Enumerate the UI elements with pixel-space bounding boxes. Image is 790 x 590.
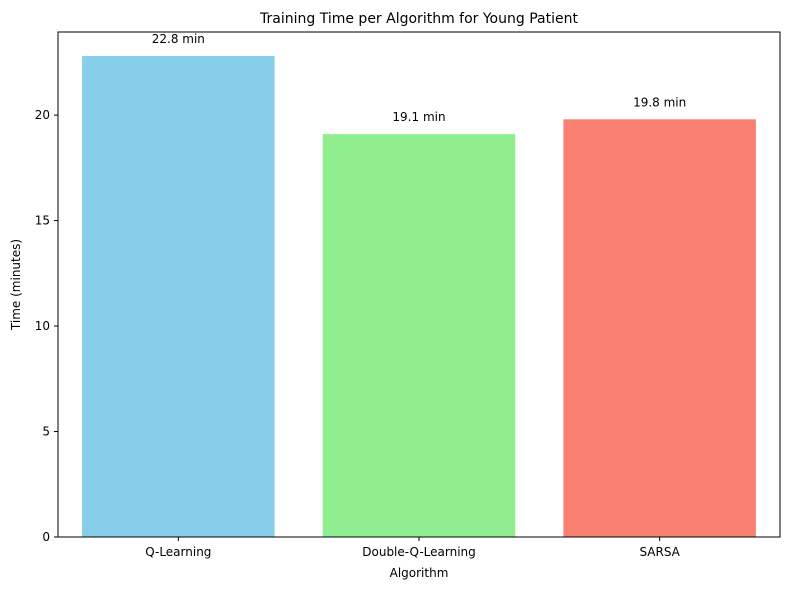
y-tick-label: 15 xyxy=(35,214,50,228)
data-label: 22.8 min xyxy=(152,32,205,46)
y-tick-label: 5 xyxy=(42,425,50,439)
y-axis: 0 5 10 15 20 xyxy=(35,108,58,544)
bars-group xyxy=(82,56,756,538)
data-label: 19.1 min xyxy=(392,110,445,124)
y-axis-label: Time (minutes) xyxy=(9,239,23,331)
x-tick-label: Q-Learning xyxy=(145,545,211,559)
chart-title: Training Time per Algorithm for Young Pa… xyxy=(259,11,578,27)
y-tick-label: 20 xyxy=(35,108,50,122)
plot-frame xyxy=(57,31,781,538)
x-tick-label: SARSA xyxy=(639,545,680,559)
data-labels-group: 22.8 min 19.1 min 19.8 min xyxy=(152,32,687,124)
y-tick-label: 0 xyxy=(42,530,50,544)
data-label: 19.8 min xyxy=(633,95,686,109)
bar-double-q-learning xyxy=(322,134,516,537)
x-axis-label: Algorithm xyxy=(390,566,449,580)
bar-sarsa xyxy=(563,119,756,538)
bar-q-learning xyxy=(82,56,275,538)
x-tick-label: Double-Q-Learning xyxy=(362,545,476,559)
x-axis: Q-Learning Double-Q-Learning SARSA xyxy=(145,537,681,559)
y-tick-label: 10 xyxy=(35,319,50,333)
